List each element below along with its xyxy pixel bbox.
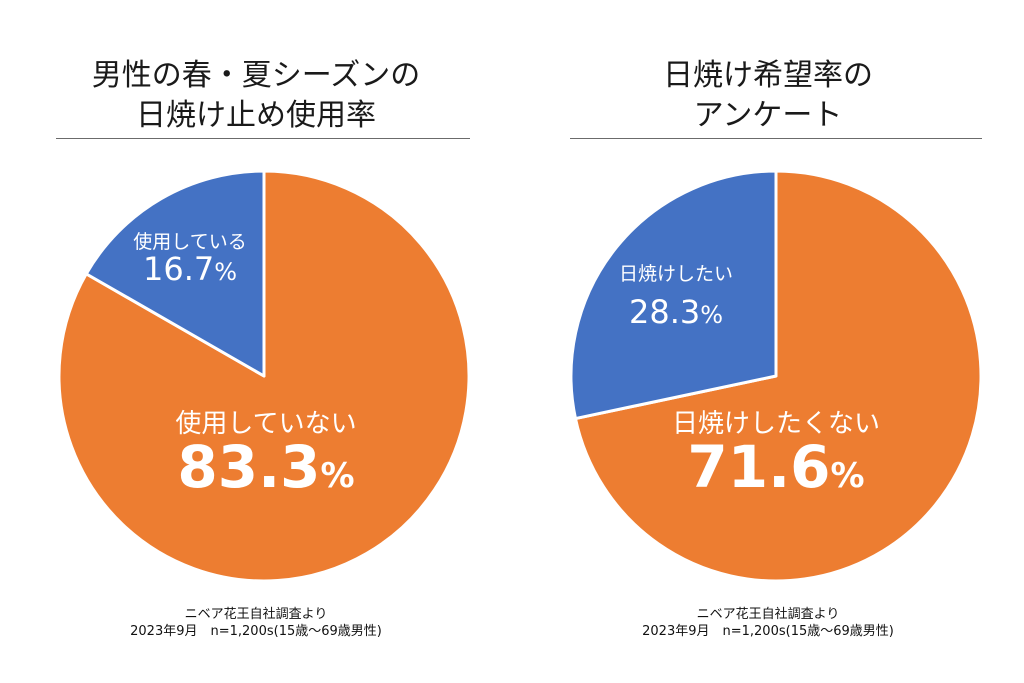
chart-title-line-2: 日焼け止め使用率 <box>136 98 376 133</box>
chart-title-line-2: アンケート <box>693 98 843 133</box>
slice-value-yes: 28.3% <box>629 293 723 331</box>
chart-title: 男性の春・夏シーズンの 日焼け止め使用率 <box>0 56 512 136</box>
slice-value-yes: 16.7% <box>143 250 237 288</box>
title-divider <box>56 138 470 139</box>
slice-value-no: 83.3% <box>177 433 354 501</box>
chart-source-note: ニベア花王自社調査より 2023年9月 n=1,200s(15歳〜69歳男性) <box>512 606 1024 640</box>
pie-slice-yes <box>569 169 778 421</box>
chart-title-line-1: 男性の春・夏シーズンの <box>91 58 421 93</box>
chart-panel-usage: 男性の春・夏シーズンの 日焼け止め使用率 ニベア花王自社調査より 2023年9月… <box>0 56 512 640</box>
title-divider <box>570 138 982 139</box>
slice-label-no: 使用していない <box>175 409 356 439</box>
chart-source-note: ニベア花王自社調査より 2023年9月 n=1,200s(15歳〜69歳男性) <box>0 606 512 640</box>
chart-title: 日焼け希望率の アンケート <box>512 56 1024 136</box>
slice-value-no: 71.6% <box>687 433 864 501</box>
chart-title-line-1: 日焼け希望率の <box>663 58 873 93</box>
slice-label-yes: 使用している <box>133 231 246 253</box>
pie-slice-no <box>573 169 983 583</box>
slice-label-yes: 日焼けしたい <box>619 263 733 285</box>
source-line-2: 2023年9月 n=1,200s(15歳〜69歳男性) <box>130 624 382 639</box>
source-line-1: ニベア花王自社調査より <box>184 607 328 622</box>
source-line-2: 2023年9月 n=1,200s(15歳〜69歳男性) <box>642 624 894 639</box>
chart-panel-tanning: 日焼け希望率の アンケート ニベア花王自社調査より 2023年9月 n=1,20… <box>512 0 1024 683</box>
source-line-1: ニベア花王自社調査より <box>696 607 840 622</box>
slice-label-no: 日焼けしたくない <box>672 409 880 439</box>
pie-slice-yes <box>84 169 266 378</box>
